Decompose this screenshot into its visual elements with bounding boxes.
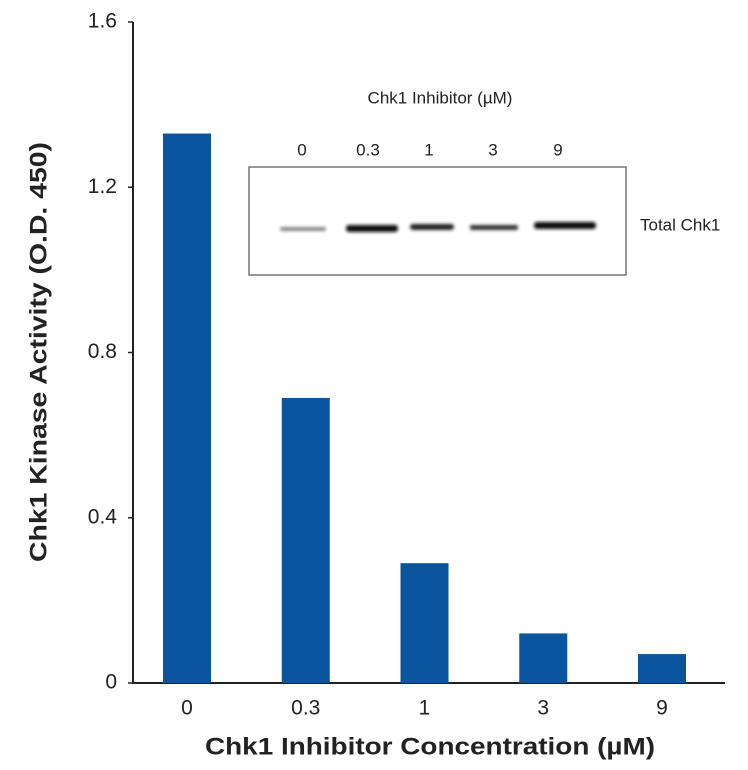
y-tick-label: 1.2 — [88, 175, 117, 198]
band — [470, 225, 518, 230]
bar — [519, 633, 567, 683]
x-tick-label: 3 — [537, 697, 549, 720]
lane-label: 3 — [488, 140, 497, 159]
x-tick-label: 9 — [656, 697, 668, 720]
band — [410, 224, 454, 230]
inset-title: Chk1 Inhibitor (µM) — [368, 88, 513, 107]
bar — [163, 134, 211, 683]
lane-label: 1 — [424, 140, 433, 159]
x-tick-label: 1 — [419, 697, 431, 720]
y-tick-label: 1.6 — [88, 10, 117, 33]
lane-label: 0 — [297, 140, 306, 159]
lane-label: 9 — [553, 140, 562, 159]
western-blot-inset: Chk1 Inhibitor (µM) Total Chk1 — [249, 88, 720, 275]
band — [346, 225, 398, 232]
band — [534, 222, 596, 229]
band-label: Total Chk1 — [640, 215, 720, 234]
y-tick-label: 0.8 — [88, 340, 117, 363]
blot-frame — [249, 167, 626, 275]
lane-label: 0.3 — [356, 140, 380, 159]
x-axis-title: Chk1 Inhibitor Concentration (µM) — [205, 733, 655, 760]
bar — [638, 654, 686, 683]
bar — [401, 563, 449, 683]
y-tick-label: 0 — [105, 671, 117, 694]
bar — [282, 398, 330, 683]
band — [280, 227, 326, 231]
x-tick-label: 0 — [181, 697, 193, 720]
chart: Chk1 Inhibitor Concentration (µM) Chk1 K… — [0, 0, 748, 770]
y-axis-title: Chk1 Kinase Activity (O.D. 450) — [25, 142, 52, 562]
y-tick-label: 0.4 — [88, 505, 118, 528]
x-tick-label: 0.3 — [291, 697, 320, 720]
